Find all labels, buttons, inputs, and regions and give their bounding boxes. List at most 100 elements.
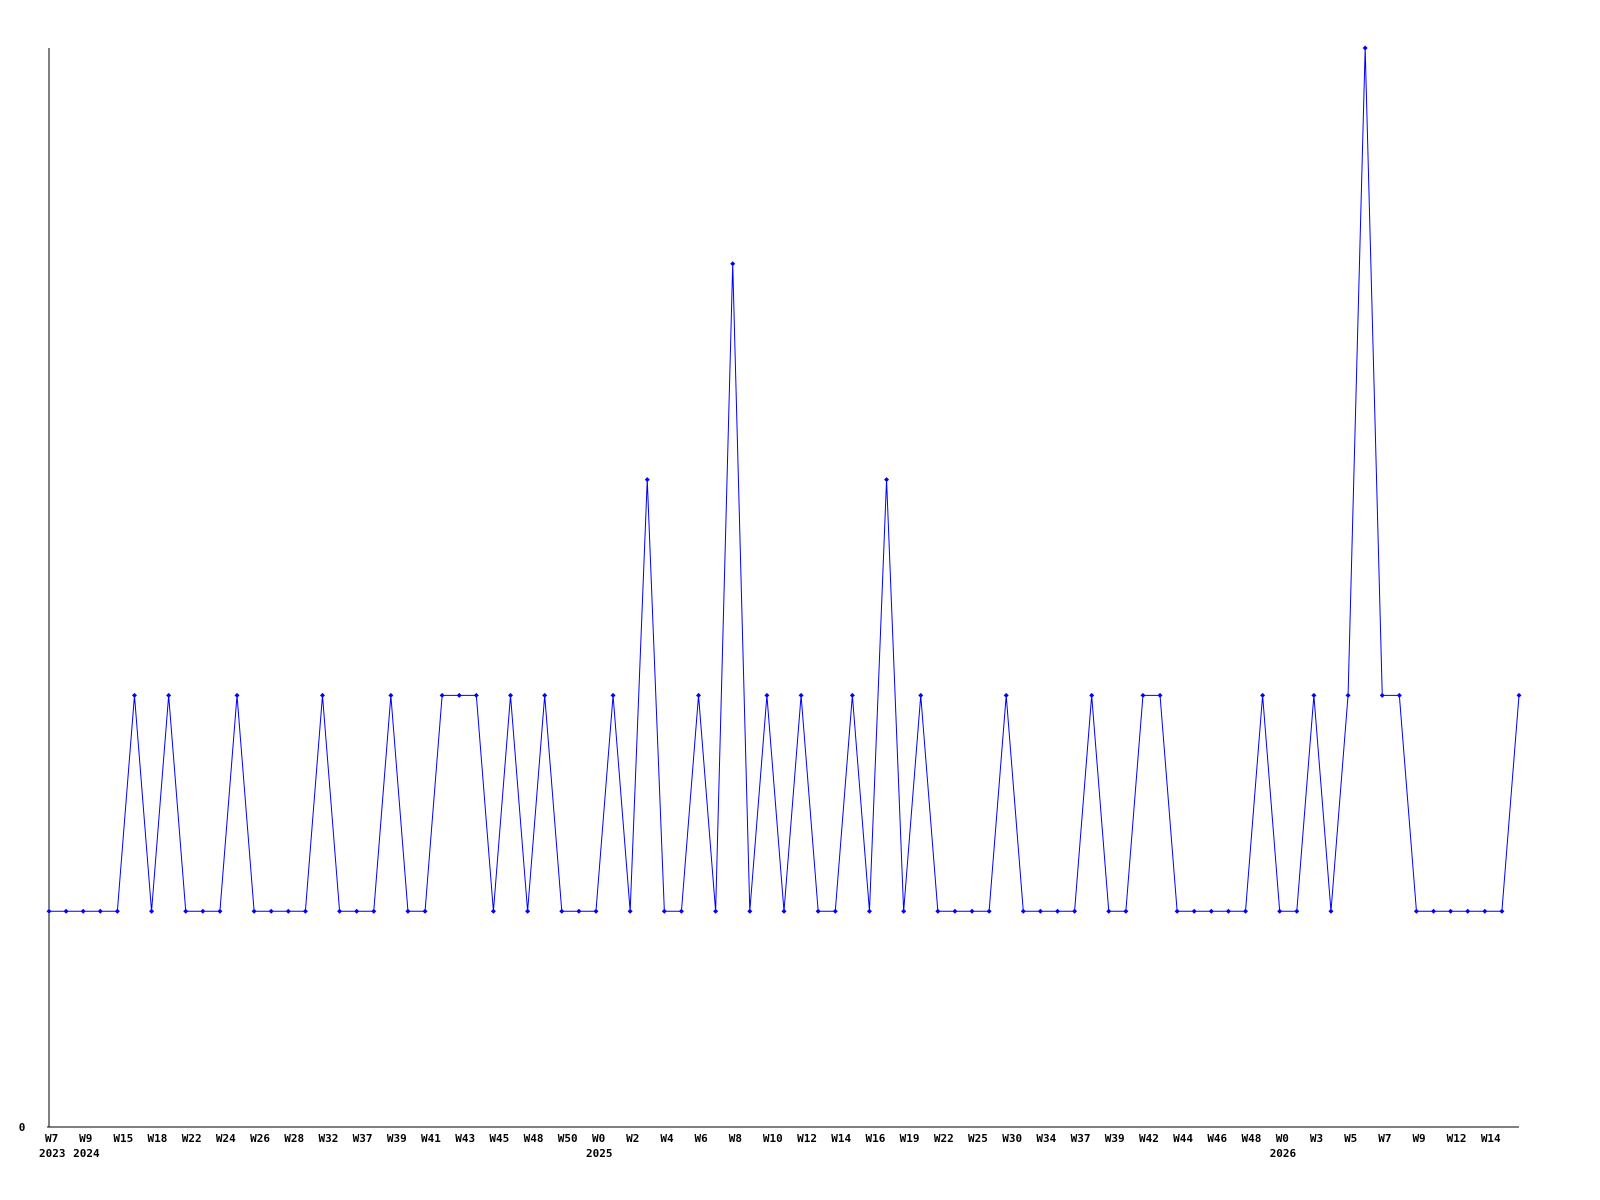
data-point [901,908,907,914]
x-year-label: 2026 [1270,1147,1297,1160]
data-point [1328,908,1334,914]
data-point [371,908,377,914]
data-point [1431,908,1437,914]
data-point [388,692,394,698]
x-tick-label: W25 [968,1132,988,1145]
data-point [1157,692,1163,698]
data-point [405,908,411,914]
x-tick-label: W0 [592,1132,605,1145]
data-point [439,692,445,698]
x-tick-label: W7 [1378,1132,1391,1145]
data-point [781,908,787,914]
x-tick-label: W30 [1002,1132,1022,1145]
data-point [849,692,855,698]
data-point [46,908,52,914]
data-point [1379,692,1385,698]
data-point [832,908,838,914]
x-tick-label: W45 [489,1132,509,1145]
x-tick-label: W37 [353,1132,373,1145]
data-point [1037,908,1043,914]
data-point [1311,692,1317,698]
x-tick-label: W0 [1276,1132,1289,1145]
data-point [815,908,821,914]
data-point [490,908,496,914]
x-tick-label: W32 [318,1132,338,1145]
data-point [627,908,633,914]
x-tick-label: W28 [284,1132,304,1145]
x-tick-label: W2 [626,1132,639,1145]
x-tick-label: W39 [1105,1132,1125,1145]
data-point [1413,908,1419,914]
x-tick-label: W41 [421,1132,441,1145]
data-point [337,908,343,914]
x-tick-label: W48 [524,1132,544,1145]
data-point [576,908,582,914]
x-tick-label: W12 [797,1132,817,1145]
data-point [285,908,291,914]
data-point [234,692,240,698]
data-point [1448,908,1454,914]
data-point [593,908,599,914]
data-point [149,908,155,914]
x-tick-label: W34 [1036,1132,1056,1145]
data-point [200,908,206,914]
data-point [354,908,360,914]
data-point [1260,692,1266,698]
data-point [884,477,890,483]
data-point [473,692,479,698]
data-point [456,692,462,698]
data-point [1020,908,1026,914]
data-point [422,908,428,914]
x-tick-label: W5 [1344,1132,1357,1145]
data-point [1191,908,1197,914]
data-point [1499,908,1505,914]
x-tick-label: W50 [558,1132,578,1145]
data-point [183,908,189,914]
x-year-label: 2023 [39,1147,66,1160]
x-tick-label: W9 [79,1132,92,1145]
x-tick-label: W22 [934,1132,954,1145]
x-tick-label: W12 [1447,1132,1467,1145]
data-point [251,908,257,914]
x-tick-label: W24 [216,1132,236,1145]
data-point [97,908,103,914]
data-point [114,908,120,914]
x-tick-label: W3 [1310,1132,1323,1145]
x-tick-label: W26 [250,1132,270,1145]
x-tick-label: W14 [831,1132,851,1145]
data-line [49,47,1520,912]
x-tick-label: W19 [900,1132,920,1145]
data-point [764,692,770,698]
data-point [1106,908,1112,914]
data-point [525,908,531,914]
x-tick-label: W46 [1207,1132,1227,1145]
data-point [747,908,753,914]
data-point [986,908,992,914]
x-tick-label: W14 [1481,1132,1501,1145]
data-point [1294,908,1300,914]
data-point [508,692,514,698]
data-point [1140,692,1146,698]
x-year-label: 2024 [73,1147,100,1160]
x-tick-label: W43 [455,1132,475,1145]
data-point [1277,908,1283,914]
data-point [713,908,719,914]
data-point [730,261,736,267]
data-point [319,692,325,698]
data-point [1362,45,1368,51]
data-point [1123,908,1129,914]
x-tick-label: W7 [45,1132,58,1145]
data-point [1345,692,1351,698]
data-point [644,477,650,483]
x-tick-label: W16 [865,1132,885,1145]
data-point [935,908,941,914]
data-point [678,908,684,914]
x-tick-label: W4 [660,1132,674,1145]
data-point [952,908,958,914]
data-point [696,692,702,698]
data-point [80,908,86,914]
data-point [1482,908,1488,914]
data-point [1174,908,1180,914]
x-tick-label: W22 [182,1132,202,1145]
